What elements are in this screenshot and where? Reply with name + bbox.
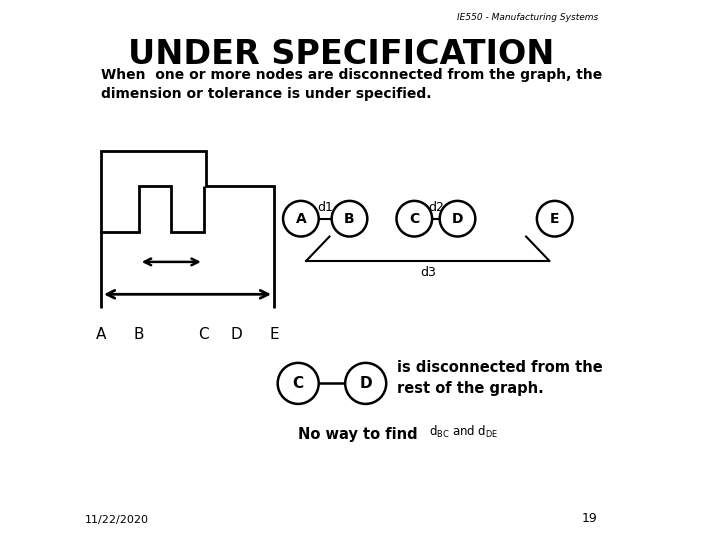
Circle shape: [397, 201, 432, 237]
Text: d2: d2: [428, 201, 444, 214]
Text: C: C: [199, 327, 209, 342]
Text: D: D: [359, 376, 372, 391]
Text: D: D: [230, 327, 242, 342]
Circle shape: [345, 363, 386, 404]
Text: d3: d3: [420, 266, 436, 279]
Text: is disconnected from the
rest of the graph.: is disconnected from the rest of the gra…: [397, 360, 603, 396]
Circle shape: [283, 201, 319, 237]
Circle shape: [537, 201, 572, 237]
Text: No way to find: No way to find: [298, 427, 423, 442]
Text: A: A: [295, 212, 306, 226]
Text: 19: 19: [582, 512, 598, 525]
Text: 11/22/2020: 11/22/2020: [85, 515, 149, 525]
Text: When  one or more nodes are disconnected from the graph, the
dimension or tolera: When one or more nodes are disconnected …: [101, 68, 603, 101]
Text: d1: d1: [318, 201, 333, 214]
Circle shape: [278, 363, 319, 404]
Text: C: C: [292, 376, 304, 391]
Text: C: C: [409, 212, 420, 226]
Text: B: B: [134, 327, 144, 342]
Text: E: E: [550, 212, 559, 226]
Text: D: D: [451, 212, 463, 226]
Text: E: E: [269, 327, 279, 342]
Text: IE550 - Manufacturing Systems: IE550 - Manufacturing Systems: [456, 14, 598, 23]
Circle shape: [440, 201, 475, 237]
Text: A: A: [96, 327, 107, 342]
Text: $\mathregular{d_{BC}}$ and $\mathregular{d_{DE}}$: $\mathregular{d_{BC}}$ and $\mathregular…: [429, 424, 498, 440]
Text: B: B: [344, 212, 355, 226]
FancyBboxPatch shape: [64, 0, 618, 540]
Text: UNDER SPECIFICATION: UNDER SPECIFICATION: [128, 38, 554, 71]
Circle shape: [332, 201, 367, 237]
